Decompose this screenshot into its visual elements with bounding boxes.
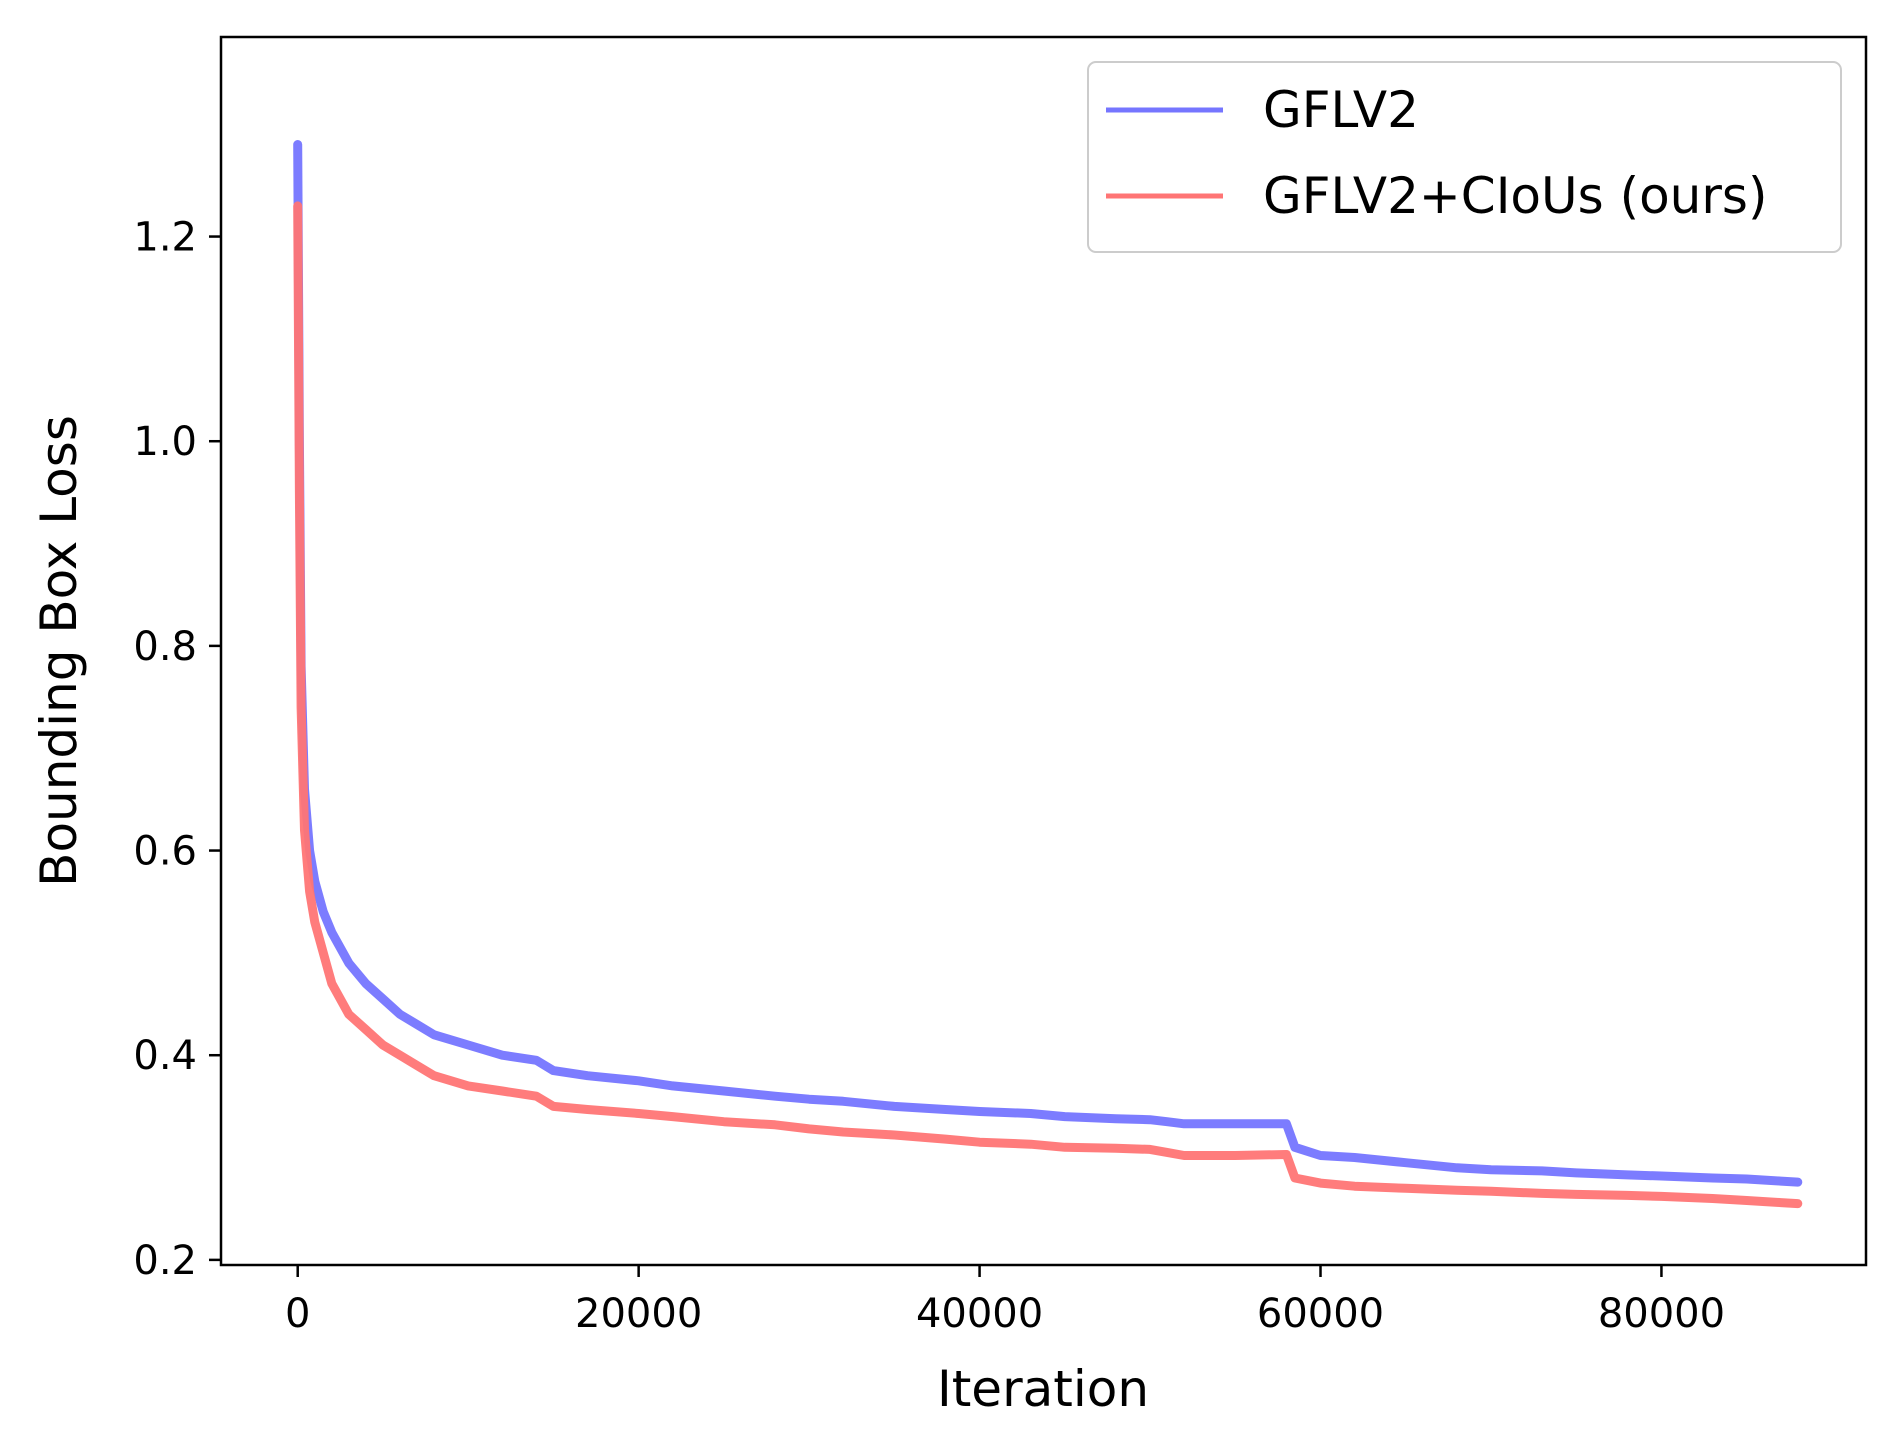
series-layer xyxy=(293,140,1803,1209)
x-tick-label-2: 40000 xyxy=(916,1291,1043,1337)
x-axis-ticks: 0 20000 40000 60000 80000 xyxy=(285,1265,1725,1337)
y-axis-ticks: 0.2 0.4 0.6 0.8 1.0 1.2 xyxy=(133,215,221,1284)
legend-label-gflv2: GFLV2 xyxy=(1263,81,1419,139)
y-tick-label-5: 1.2 xyxy=(133,215,197,261)
plot-frame xyxy=(219,35,1868,1267)
x-axis-title: Iteration xyxy=(937,1360,1149,1418)
series-line-gflv2 xyxy=(293,140,1803,1187)
series-line-gflv2-cious xyxy=(293,201,1803,1209)
x-tick-label-3: 60000 xyxy=(1257,1291,1384,1337)
y-tick-label-2: 0.6 xyxy=(133,829,197,875)
y-tick-label-4: 1.0 xyxy=(133,419,197,465)
legend-label-gflv2-cious: GFLV2+CIoUs (ours) xyxy=(1263,167,1767,225)
legend-box xyxy=(1087,61,1842,253)
legend: GFLV2 GFLV2+CIoUs (ours) xyxy=(1087,61,1842,253)
y-axis-title: Bounding Box Loss xyxy=(30,415,88,887)
y-tick-label-1: 0.4 xyxy=(133,1033,197,1079)
y-tick-label-3: 0.8 xyxy=(133,624,197,670)
x-tick-label-4: 80000 xyxy=(1598,1291,1725,1337)
x-tick-label-1: 20000 xyxy=(575,1291,702,1337)
y-tick-label-0: 0.2 xyxy=(133,1238,197,1284)
x-tick-label-0: 0 xyxy=(285,1291,310,1337)
